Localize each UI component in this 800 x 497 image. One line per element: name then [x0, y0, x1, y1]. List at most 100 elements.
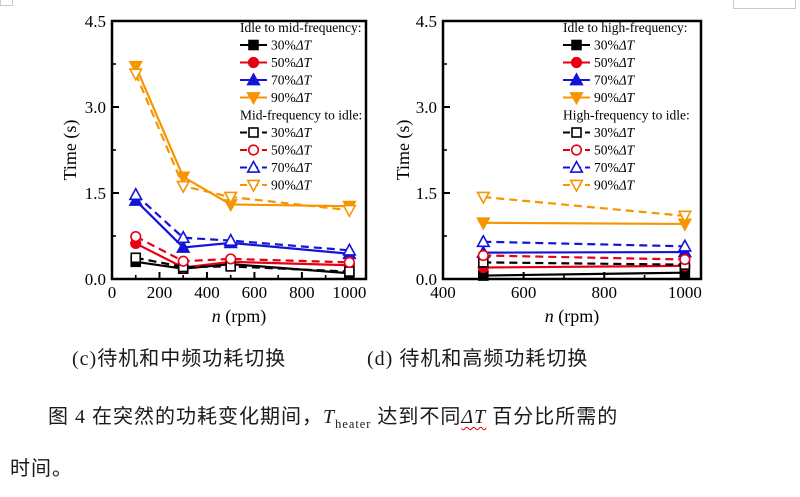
marker-mid-to-idle-70 [128, 187, 143, 201]
legend-label-mid-to-idle-70: 70%ΔT [271, 160, 313, 175]
y-tick-label: 0.0 [416, 270, 437, 289]
y-tick-label: 0.0 [85, 270, 106, 289]
marker-mid-to-idle-50 [343, 256, 355, 268]
y-tick-label: 1.5 [416, 184, 437, 203]
legend-label-high-to-idle-90: 90%ΔT [594, 178, 636, 193]
x-tick-label: 400 [194, 283, 220, 302]
series-line-high-to-idle-30 [483, 261, 685, 266]
legend-group-title: Idle to mid-frequency: [240, 20, 361, 35]
figure-caption-line2: 时间。 [10, 458, 73, 480]
y-tick-label: 1.5 [85, 184, 106, 203]
marker-mid-to-idle-90 [223, 191, 238, 205]
marker-mid-to-idle-70 [176, 230, 191, 244]
legend-marker-mid-to-idle-90 [246, 179, 261, 193]
series-line-idle-to-high-30 [483, 271, 685, 277]
marker-idle-to-mid-70 [176, 239, 191, 253]
y-axis-title: Time (s) [395, 120, 414, 181]
y-tick-label: 3.0 [416, 98, 437, 117]
legend-label-high-to-idle-70: 70%ΔT [594, 160, 636, 175]
legend-marker-idle-to-mid-30 [248, 39, 259, 51]
delta-t-symbol: ΔT [461, 406, 487, 428]
legend-label-idle-to-high-50: 50%ΔT [594, 55, 636, 70]
legend-marker-idle-to-mid-90 [246, 92, 261, 106]
marker-high-to-idle-90 [677, 210, 693, 224]
marker-mid-to-idle-90 [342, 204, 357, 218]
legend-label-idle-to-mid-90: 90%ΔT [271, 90, 313, 105]
series-line-idle-to-high-70 [483, 250, 685, 254]
subcaption-c: (c)待机和中频功耗切换 [72, 348, 287, 370]
legend-marker-high-to-idle-90 [569, 179, 584, 193]
caption-suffix: 百分比所需的 [486, 406, 619, 428]
legend-label-high-to-idle-50: 50%ΔT [594, 143, 636, 158]
caption-mid: 达到不同 [371, 406, 462, 428]
series-line-high-to-idle-50 [483, 254, 685, 261]
legend-label-mid-to-idle-50: 50%ΔT [271, 143, 313, 158]
legend-marker-idle-to-mid-50 [247, 56, 260, 69]
series-line-idle-to-mid-50 [135, 242, 350, 269]
y-axis-title: Time (s) [60, 120, 81, 181]
series-line-idle-to-high-90 [483, 221, 685, 226]
marker-mid-to-idle-50 [130, 230, 142, 243]
caption-prefix: 图 4 在突然的功耗变化期间， [48, 406, 323, 428]
legend-marker-mid-to-idle-30 [248, 127, 259, 138]
y-tick-label: 3.0 [85, 98, 106, 117]
series-line-idle-to-high-50 [483, 264, 685, 269]
x-tick-label: 0 [108, 283, 117, 302]
legend-label-idle-to-high-30: 30%ΔT [594, 38, 636, 53]
x-axis-title: n (rpm) [212, 306, 266, 327]
marker-idle-to-mid-90 [176, 171, 191, 185]
legend-label-idle-to-mid-70: 70%ΔT [271, 73, 313, 88]
legend-marker-high-to-idle-70 [569, 159, 584, 173]
chart-idle-mid-frequency: 0 200 400 600 800 1000 0.0 1.5 3.0 4.5 n (rpm) Time… [60, 12, 368, 327]
window-artifact-top-right [733, 0, 796, 9]
x-tick-label: 400 [430, 283, 456, 302]
y-tick-label: 4.5 [85, 12, 106, 31]
marker-idle-to-mid-90 [128, 60, 143, 74]
x-tick-label: 800 [289, 283, 315, 302]
series-line-high-to-idle-70 [483, 240, 685, 248]
x-tick-label: 600 [242, 283, 268, 302]
t-heater-symbol: T [323, 406, 336, 428]
legend-group-title: Mid-frequency to idle: [240, 108, 362, 123]
marker-mid-to-idle-90 [176, 180, 191, 194]
legend-marker-high-to-idle-50 [570, 144, 583, 156]
legend-label-high-to-idle-30: 30%ΔT [594, 125, 636, 140]
legend-marker-idle-to-high-70 [569, 72, 584, 86]
t-heater-subscript: heater [335, 417, 372, 431]
marker-mid-to-idle-70 [342, 242, 357, 256]
x-tick-label: 800 [592, 283, 618, 302]
x-tick-label: 1000 [668, 283, 702, 302]
marker-mid-to-idle-50 [177, 255, 189, 267]
series-line-mid-to-idle-90 [134, 73, 350, 212]
marker-mid-to-idle-50 [225, 253, 237, 265]
legend-marker-high-to-idle-30 [571, 127, 582, 138]
series-line-mid-to-idle-30 [135, 256, 350, 273]
marker-high-to-idle-50 [679, 253, 691, 266]
series-line-high-to-idle-90 [483, 195, 685, 218]
legend-group-title: High-frequency to idle: [563, 108, 690, 123]
marker-high-to-idle-70 [677, 238, 693, 252]
legend-marker-idle-to-high-50 [570, 56, 583, 69]
legend-group-title: Idle to high-frequency: [563, 20, 687, 35]
window-artifact-top-left [0, 0, 13, 6]
x-tick-label: 200 [147, 283, 173, 302]
marker-mid-to-idle-70 [223, 232, 238, 246]
legend-label-mid-to-idle-90: 90%ΔT [271, 178, 313, 193]
legend-label-mid-to-idle-30: 30%ΔT [271, 125, 313, 140]
legend-label-idle-to-mid-50: 50%ΔT [271, 55, 313, 70]
legend-marker-mid-to-idle-50 [247, 144, 260, 156]
series-line-idle-to-mid-70 [134, 199, 350, 255]
legend-label-idle-to-mid-30: 30%ΔT [271, 38, 313, 53]
marker-high-to-idle-50 [477, 249, 489, 262]
x-tick-label: 600 [511, 283, 537, 302]
legend-marker-idle-to-high-30 [571, 39, 582, 51]
marker-idle-to-high-90 [476, 217, 491, 231]
marker-high-to-idle-70 [476, 234, 491, 248]
marker-mid-to-idle-90 [128, 68, 143, 82]
chart-idle-high-frequency: 400 600 800 1000 0.0 1.5 3.0 4.5 n (rpm) Time (s)… [395, 12, 703, 327]
legend-label-idle-to-high-70: 70%ΔT [594, 73, 636, 88]
legend-marker-idle-to-mid-70 [246, 72, 261, 86]
marker-high-to-idle-90 [476, 191, 491, 205]
subcaption-d: (d) 待机和高频功耗切换 [367, 348, 589, 370]
